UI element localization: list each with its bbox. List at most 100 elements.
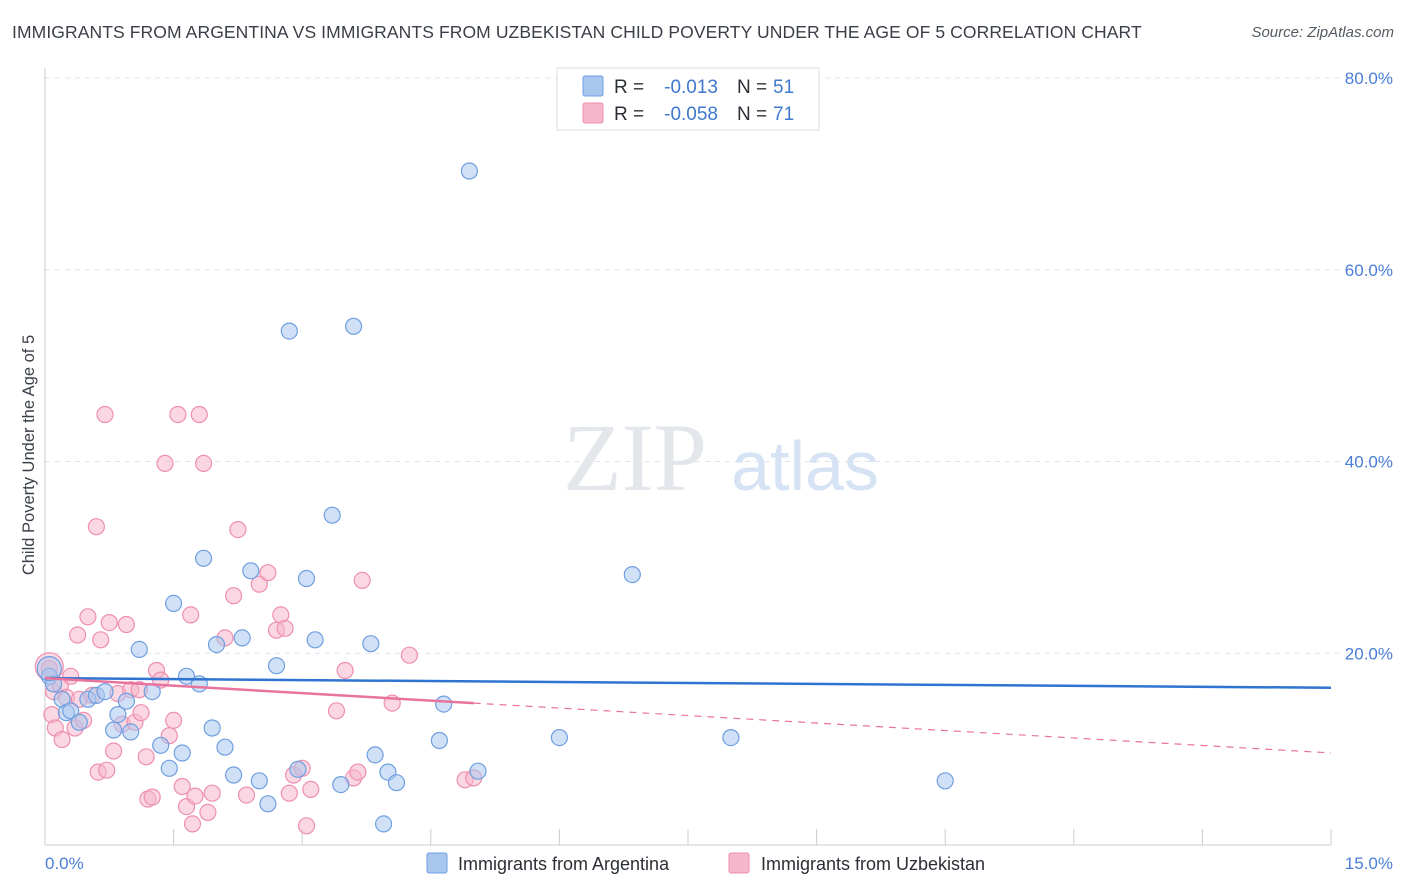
uzbekistan-point-33 bbox=[156, 454, 174, 472]
uzbekistan-point-27 bbox=[132, 704, 150, 722]
bottom-legend-swatch-uzbekistan bbox=[728, 852, 750, 874]
uzbekistan-point-58 bbox=[297, 817, 316, 835]
uzbekistan-point-45 bbox=[203, 784, 221, 802]
bottom-legend-label-uzbekistan: Immigrants from Uzbekistan bbox=[761, 854, 985, 874]
argentina-point-33 bbox=[297, 569, 316, 588]
argentina-point-29 bbox=[259, 795, 277, 813]
argentina-point-31 bbox=[280, 322, 298, 340]
uzbekistan-point-50 bbox=[250, 575, 268, 593]
uzbekistan-point-44 bbox=[199, 803, 217, 822]
legend-r-value-argentina: -0.013 bbox=[664, 77, 718, 98]
argentina-point-15 bbox=[152, 736, 170, 754]
uzbekistan-trend-line bbox=[44, 676, 474, 705]
bottom-legend-swatch-argentina bbox=[426, 852, 448, 874]
argentina-point-46 bbox=[469, 762, 487, 780]
uzbekistan-point-14 bbox=[87, 518, 106, 536]
argentina-point-9 bbox=[104, 721, 123, 739]
y-tick-label-20: 20.0% bbox=[1345, 644, 1393, 663]
argentina-point-32 bbox=[289, 760, 307, 778]
y-tick-label-60: 60.0% bbox=[1345, 261, 1393, 280]
y-axis-label: Child Poverty Under the Age of 5 bbox=[20, 335, 38, 575]
argentina-point-30 bbox=[267, 657, 286, 675]
uzbekistan-point-28 bbox=[137, 748, 155, 766]
argentina-point-16 bbox=[160, 759, 178, 777]
legend-n-label-uzbekistan: N = bbox=[737, 104, 767, 125]
uzbekistan-point-48 bbox=[229, 520, 247, 539]
argentina-point-28 bbox=[250, 772, 268, 790]
argentina-point-5 bbox=[70, 713, 88, 731]
series-argentina-points bbox=[36, 162, 954, 833]
legend-swatch-uzbekistan bbox=[582, 102, 604, 124]
grid bbox=[45, 77, 1393, 654]
uzbekistan-point-41 bbox=[186, 787, 204, 805]
argentina-point-44 bbox=[435, 695, 453, 713]
y-tick-label-80: 80.0% bbox=[1345, 69, 1393, 88]
y-tick-label-40: 40.0% bbox=[1345, 453, 1393, 472]
argentina-point-8 bbox=[96, 682, 114, 701]
argentina-point-40 bbox=[375, 815, 393, 833]
legend-r-label-uzbekistan: R = bbox=[614, 104, 644, 125]
argentina-point-27 bbox=[242, 562, 260, 580]
argentina-point-18 bbox=[173, 744, 191, 762]
legend-r-label-argentina: R = bbox=[614, 77, 644, 98]
source-attribution: Source: ZipAtlas.com bbox=[1251, 24, 1394, 41]
uzbekistan-point-17 bbox=[96, 405, 114, 424]
legend-r-value-uzbekistan: -0.058 bbox=[664, 104, 718, 125]
argentina-point-10 bbox=[109, 705, 127, 724]
uzbekistan-point-51 bbox=[259, 564, 277, 582]
argentina-point-38 bbox=[362, 635, 380, 653]
argentina-point-34 bbox=[306, 631, 324, 649]
argentina-point-36 bbox=[332, 775, 350, 794]
argentina-point-13 bbox=[130, 640, 148, 659]
argentina-point-14 bbox=[143, 682, 161, 701]
bottom-legend-label-argentina: Immigrants from Argentina bbox=[458, 854, 670, 874]
uzbekistan-point-40 bbox=[183, 815, 202, 833]
argentina-point-11 bbox=[117, 692, 136, 710]
uzbekistan-point-63 bbox=[349, 763, 367, 781]
argentina-point-35 bbox=[323, 506, 341, 524]
legend-n-label-argentina: N = bbox=[737, 77, 767, 98]
uzbekistan-point-47 bbox=[225, 587, 243, 605]
x-tick-label-max: 15.0% bbox=[1345, 854, 1393, 873]
uzbekistan-point-43 bbox=[195, 454, 213, 472]
argentina-point-48 bbox=[623, 565, 641, 584]
legend-n-value-argentina: 51 bbox=[773, 77, 794, 98]
legend-swatch-argentina bbox=[582, 75, 604, 97]
y-axis-tick-labels: 20.0% 40.0% 60.0% 80.0% bbox=[1345, 69, 1393, 663]
argentina-point-21 bbox=[195, 549, 213, 567]
uzbekistan-point-42 bbox=[190, 405, 208, 424]
argentina-point-23 bbox=[207, 635, 226, 654]
uzbekistan-point-61 bbox=[336, 661, 354, 680]
argentina-point-49 bbox=[722, 728, 740, 747]
legend-n-value-uzbekistan: 71 bbox=[773, 104, 794, 125]
uzbekistan-point-20 bbox=[104, 742, 123, 760]
argentina-point-39 bbox=[366, 746, 384, 764]
uzbekistan-point-7 bbox=[62, 667, 80, 685]
x-tick-label-min: 0.0% bbox=[45, 854, 84, 873]
x-axis-ticks bbox=[173, 829, 1332, 845]
chart-title: IMMIGRANTS FROM ARGENTINA VS IMMIGRANTS … bbox=[12, 22, 1142, 42]
argentina-point-17 bbox=[165, 594, 183, 613]
argentina-point-24 bbox=[216, 738, 234, 756]
uzbekistan-trend-line-extension bbox=[473, 702, 1332, 754]
uzbekistan-point-64 bbox=[353, 571, 371, 590]
uzbekistan-point-19 bbox=[100, 613, 118, 632]
argentina-point-50 bbox=[936, 772, 954, 790]
argentina-point-25 bbox=[225, 766, 243, 784]
uzbekistan-point-35 bbox=[165, 711, 183, 730]
argentina-point-22 bbox=[203, 719, 221, 737]
series-legend: Immigrants from Argentina Immigrants fro… bbox=[426, 852, 985, 874]
argentina-point-45 bbox=[460, 162, 478, 180]
argentina-cluster-point bbox=[36, 655, 62, 682]
uzbekistan-point-60 bbox=[327, 702, 346, 720]
argentina-point-26 bbox=[233, 629, 251, 647]
uzbekistan-point-39 bbox=[182, 606, 200, 624]
argentina-point-12 bbox=[122, 723, 140, 741]
argentina-point-43 bbox=[430, 731, 448, 750]
argentina-point-47 bbox=[550, 728, 569, 747]
uzbekistan-point-5 bbox=[53, 730, 71, 749]
stats-legend: R = -0.013 N = 51 R = -0.058 N = 71 bbox=[556, 67, 820, 131]
argentina-point-37 bbox=[345, 317, 363, 335]
uzbekistan-point-23 bbox=[117, 615, 136, 634]
